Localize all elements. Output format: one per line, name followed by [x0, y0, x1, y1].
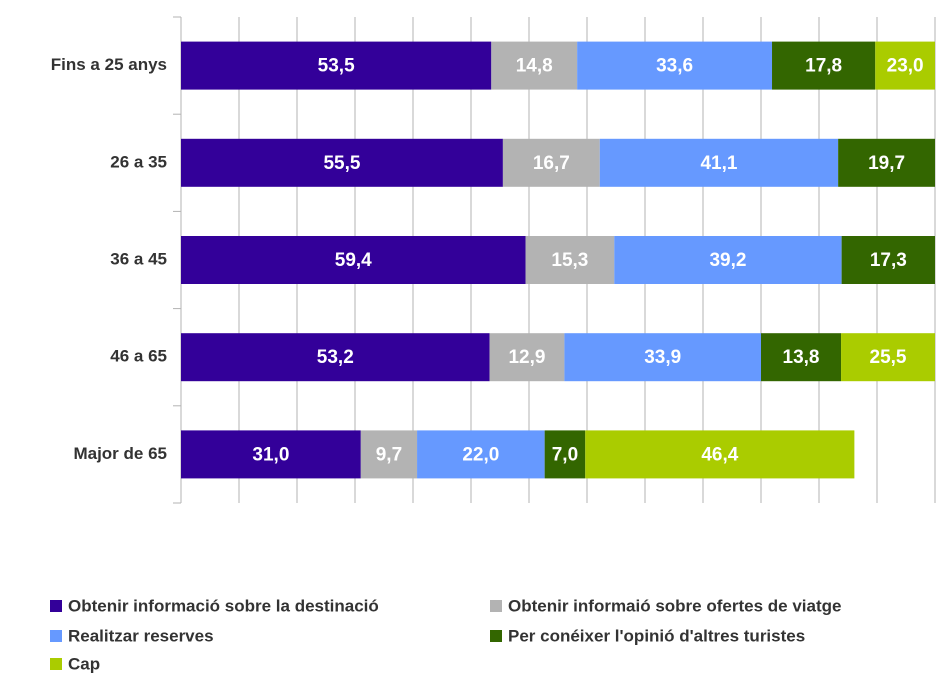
bar-segment [614, 236, 842, 284]
y-tick-label: Fins a 25 anys [51, 55, 167, 74]
bar-segment [489, 333, 565, 382]
value-label: 31,0 [252, 444, 289, 465]
y-tick-label: 46 a 65 [110, 347, 167, 366]
bar-segment [181, 236, 526, 284]
value-label: 59,4 [335, 250, 372, 271]
bar-segment [577, 41, 773, 90]
legend-label: Cap [68, 654, 100, 673]
legend-swatch [490, 600, 502, 612]
value-label: 46,4 [701, 444, 738, 465]
bar-segment [841, 236, 935, 284]
bars [181, 41, 935, 479]
y-tick-label: 36 a 45 [110, 249, 167, 268]
value-label: 17,8 [805, 56, 842, 77]
value-label: 41,1 [700, 153, 737, 174]
bar-segment [181, 333, 490, 382]
bar-segment [181, 138, 503, 187]
y-tick-label: 26 a 35 [110, 152, 167, 171]
value-label: 33,6 [656, 56, 693, 77]
value-label: 13,8 [783, 347, 820, 368]
legend-swatch [50, 630, 62, 642]
value-label: 23,0 [887, 56, 924, 77]
legend-label: Obtenir informació sobre la destinació [68, 596, 379, 615]
bar-segment [491, 41, 578, 90]
bar-segment [502, 138, 600, 187]
legend-swatch [50, 658, 62, 670]
value-label: 15,3 [551, 250, 588, 271]
bar-segment [761, 333, 842, 382]
bar-segment [181, 430, 361, 479]
bar-segment [838, 138, 935, 187]
value-label: 12,9 [508, 347, 545, 368]
bar-segment [564, 333, 761, 382]
legend-label: Realitzar reserves [68, 626, 214, 645]
value-label: 53,5 [318, 56, 355, 77]
value-label: 14,8 [516, 56, 553, 77]
bar-segment [772, 41, 876, 90]
bar-segment [599, 138, 839, 187]
value-label: 17,3 [870, 250, 907, 271]
value-label: 25,5 [870, 347, 907, 368]
legend-label: Obtenir informaió sobre ofertes de viatg… [508, 596, 841, 615]
value-label: 19,7 [868, 153, 905, 174]
bar-segment [525, 236, 615, 284]
value-label: 16,7 [533, 153, 570, 174]
labels: Fins a 25 anys 53,5 14,8 33,6 17,8 23,0 26 a 3… [50, 55, 924, 673]
legend-swatch [50, 600, 62, 612]
bar-segment [544, 430, 586, 479]
y-tick-label: Major de 65 [73, 444, 167, 463]
value-label: 33,9 [644, 347, 681, 368]
value-label: 53,2 [317, 347, 354, 368]
value-label: 22,0 [462, 444, 499, 465]
value-label: 9,7 [376, 444, 402, 465]
bar-segment [841, 333, 935, 382]
value-label: 7,0 [552, 444, 578, 465]
value-label: 39,2 [709, 250, 746, 271]
bar-segment [417, 430, 545, 479]
bar-segment [360, 430, 418, 479]
bar-segment [875, 41, 935, 90]
legend-label: Per conéixer l'opinió d'altres turistes [508, 626, 805, 645]
legend-swatch [490, 630, 502, 642]
bar-segment [181, 41, 492, 90]
bar-segment [585, 430, 855, 479]
value-label: 55,5 [323, 153, 360, 174]
